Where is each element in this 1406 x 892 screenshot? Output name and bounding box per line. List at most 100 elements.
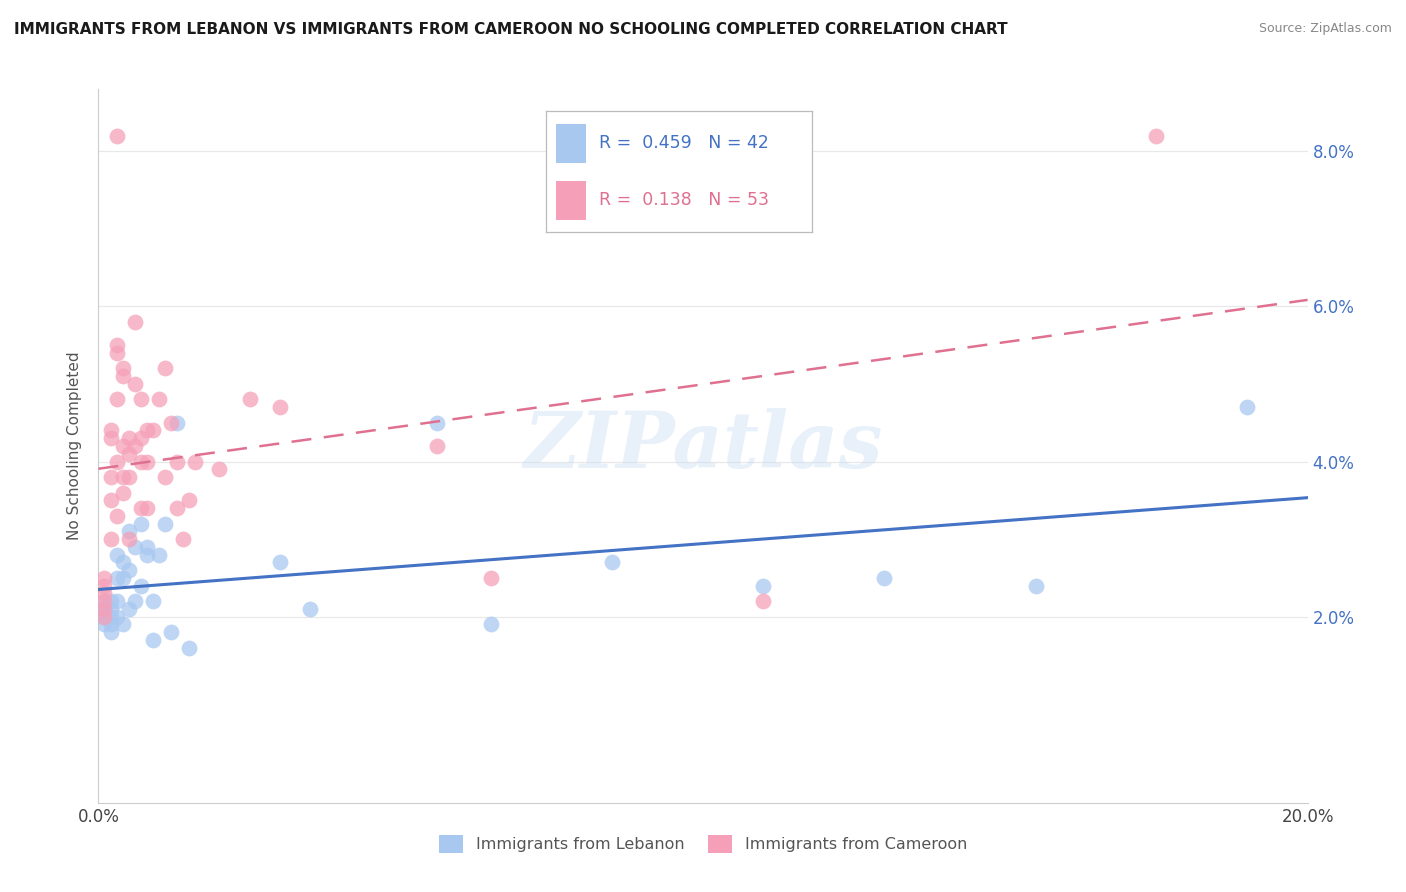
- Point: [100, 532, 122, 546]
- Point: [179, 640, 201, 655]
- Point: [111, 470, 134, 484]
- Point: [93, 617, 115, 632]
- Text: IMMIGRANTS FROM LEBANON VS IMMIGRANTS FROM CAMEROON NO SCHOOLING COMPLETED CORRE: IMMIGRANTS FROM LEBANON VS IMMIGRANTS FR…: [14, 22, 1008, 37]
- Point: [93, 602, 115, 616]
- Point: [100, 493, 122, 508]
- Legend: Immigrants from Lebanon, Immigrants from Cameroon: Immigrants from Lebanon, Immigrants from…: [433, 829, 973, 859]
- Point: [105, 548, 128, 562]
- Point: [111, 361, 134, 376]
- Point: [179, 493, 201, 508]
- Point: [93, 571, 115, 585]
- Point: [100, 470, 122, 484]
- Point: [135, 548, 157, 562]
- Point: [752, 594, 775, 608]
- Point: [129, 516, 152, 531]
- Point: [124, 315, 146, 329]
- Point: [129, 579, 152, 593]
- Point: [105, 454, 128, 468]
- Point: [426, 416, 449, 430]
- Point: [118, 447, 141, 461]
- Point: [124, 376, 146, 391]
- Point: [135, 540, 157, 554]
- Point: [105, 594, 128, 608]
- Point: [142, 424, 165, 438]
- Point: [135, 501, 157, 516]
- Y-axis label: No Schooling Completed: No Schooling Completed: [67, 351, 83, 541]
- Point: [100, 602, 122, 616]
- Point: [118, 532, 141, 546]
- Point: [118, 563, 141, 577]
- Point: [93, 594, 115, 608]
- Point: [105, 128, 128, 143]
- Text: Source: ZipAtlas.com: Source: ZipAtlas.com: [1258, 22, 1392, 36]
- Point: [111, 571, 134, 585]
- Point: [208, 462, 231, 476]
- Point: [100, 625, 122, 640]
- Point: [93, 609, 115, 624]
- Point: [269, 555, 291, 569]
- Point: [93, 586, 115, 600]
- Point: [426, 439, 449, 453]
- Point: [105, 338, 128, 352]
- Point: [166, 501, 188, 516]
- Point: [124, 439, 146, 453]
- Point: [160, 625, 183, 640]
- Point: [124, 594, 146, 608]
- Text: ZIPatlas: ZIPatlas: [523, 408, 883, 484]
- Point: [118, 470, 141, 484]
- Point: [105, 346, 128, 360]
- Point: [93, 579, 115, 593]
- Point: [93, 602, 115, 616]
- Point: [105, 609, 128, 624]
- Point: [100, 594, 122, 608]
- Point: [111, 555, 134, 569]
- Point: [184, 454, 207, 468]
- Point: [752, 579, 775, 593]
- Point: [129, 501, 152, 516]
- Point: [1024, 579, 1046, 593]
- Point: [172, 532, 194, 546]
- Point: [100, 617, 122, 632]
- Point: [299, 602, 322, 616]
- Point: [481, 571, 503, 585]
- Point: [105, 571, 128, 585]
- Point: [93, 602, 115, 616]
- Point: [118, 602, 141, 616]
- Point: [118, 431, 141, 445]
- Point: [153, 470, 176, 484]
- Point: [142, 632, 165, 647]
- Point: [1236, 401, 1258, 415]
- Point: [148, 548, 170, 562]
- Point: [129, 431, 152, 445]
- Point: [142, 594, 165, 608]
- Point: [153, 516, 176, 531]
- Point: [166, 454, 188, 468]
- Point: [105, 508, 128, 523]
- Point: [111, 439, 134, 453]
- Point: [93, 609, 115, 624]
- Point: [93, 594, 115, 608]
- Point: [100, 609, 122, 624]
- Point: [239, 392, 262, 407]
- Point: [118, 524, 141, 539]
- Point: [148, 392, 170, 407]
- Point: [602, 555, 624, 569]
- Point: [129, 454, 152, 468]
- Point: [1144, 128, 1167, 143]
- Point: [111, 617, 134, 632]
- Point: [111, 485, 134, 500]
- Point: [160, 416, 183, 430]
- Point: [105, 392, 128, 407]
- Point: [124, 540, 146, 554]
- Point: [166, 416, 188, 430]
- Point: [269, 401, 291, 415]
- Point: [135, 454, 157, 468]
- Point: [129, 392, 152, 407]
- Point: [100, 431, 122, 445]
- Point: [481, 617, 503, 632]
- Point: [135, 424, 157, 438]
- Point: [873, 571, 896, 585]
- Point: [100, 424, 122, 438]
- Point: [111, 369, 134, 384]
- Point: [153, 361, 176, 376]
